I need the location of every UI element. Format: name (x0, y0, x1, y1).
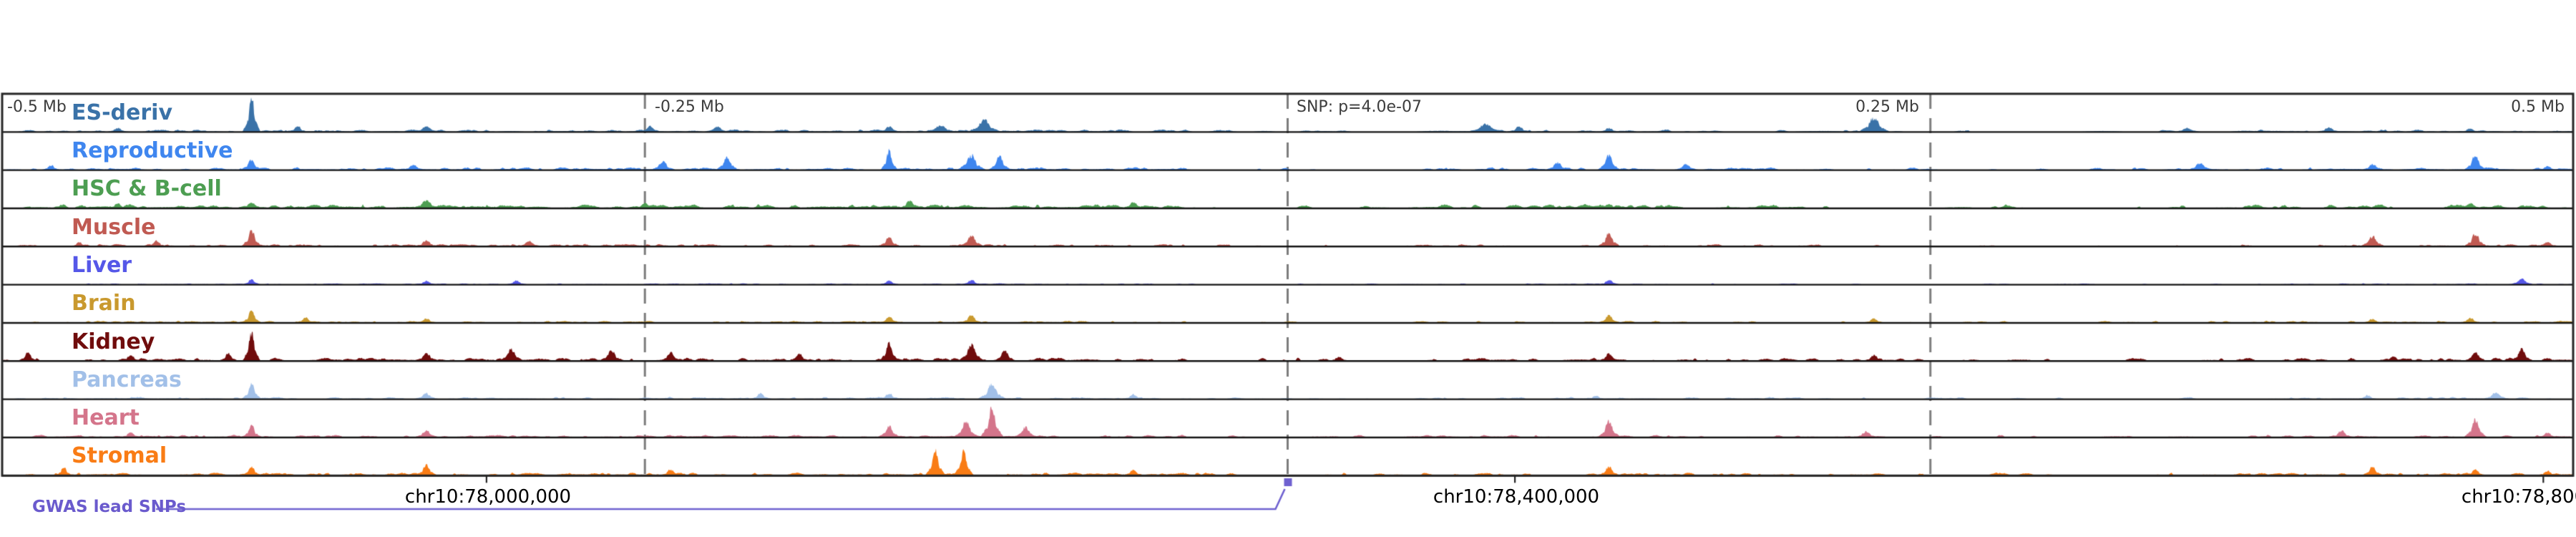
track-label-reproductive: Reproductive (72, 138, 233, 163)
track-label-stromal: Stromal (72, 443, 167, 468)
track-label-heart: Heart (72, 405, 140, 430)
genomic-tick-label-78000000: chr10:78,000,000 (404, 486, 572, 508)
track-label-liver: Liver (72, 253, 132, 278)
track-label-es-deriv: ES-deriv (72, 100, 173, 125)
gwas-lead-snps-label: GWAS lead SNPs (32, 498, 187, 516)
axis-label-minus-0p25mb: -0.25 Mb (655, 98, 724, 116)
axis-label-minus-0p5mb: -0.5 Mb (7, 98, 67, 116)
axis-label-plus-0p25mb: 0.25 Mb (1855, 98, 1919, 116)
axis-label-plus-0p5mb: 0.5 Mb (2511, 98, 2565, 116)
genomic-tick-label-78800000: chr10:78,800,000 (2461, 486, 2576, 508)
track-label-brain: Brain (72, 291, 136, 316)
track-label-pancreas: Pancreas (72, 367, 182, 392)
snp-pvalue-label: SNP: p=4.0e-07 (1297, 98, 1422, 116)
genomic-tick-label-78400000: chr10:78,400,000 (1433, 486, 1600, 508)
track-label-muscle: Muscle (72, 215, 156, 240)
track-label-kidney: Kidney (72, 329, 155, 354)
track-label-hsc-b-cell: HSC & B-cell (72, 176, 222, 201)
